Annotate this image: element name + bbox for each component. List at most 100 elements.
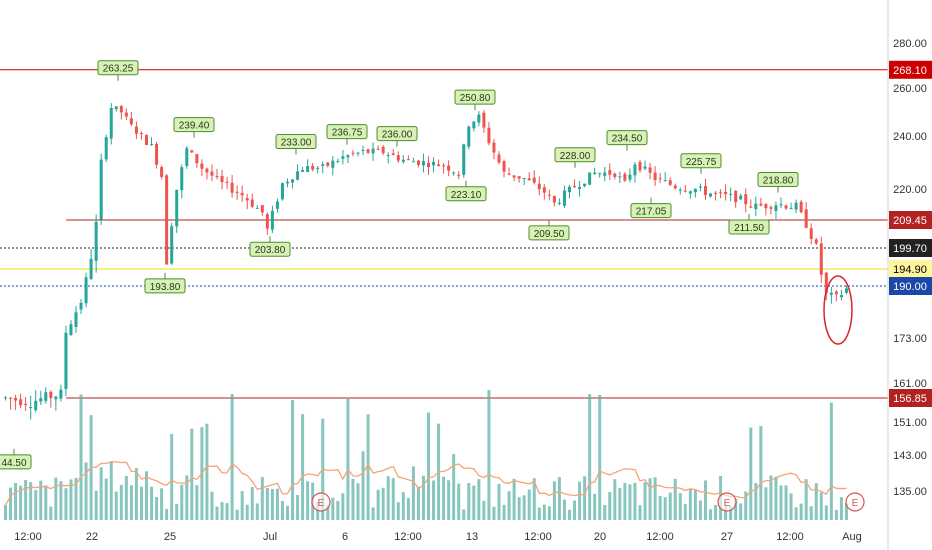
price-tag (889, 389, 932, 407)
annotation-box (249, 241, 291, 257)
annotation-box (680, 153, 722, 169)
volume-bar (809, 506, 813, 520)
volume-bar (457, 483, 461, 520)
volume-bar (326, 505, 330, 520)
candle-body (89, 258, 93, 279)
volume-bar (94, 490, 98, 520)
volume-bar (124, 475, 128, 520)
price-tag (889, 260, 932, 278)
time-tick-label: Aug (842, 531, 862, 543)
candle-body (457, 174, 461, 176)
candle-body (265, 214, 269, 229)
candle-body (180, 167, 184, 191)
volume-bar (442, 476, 446, 520)
volume-bar (477, 479, 481, 520)
candle-body (356, 152, 360, 154)
price-tick-label: 143.00 (893, 450, 927, 462)
time-axis[interactable]: 12:00 22 25 Jul 6 12:00 13 12:00 20 12:00 27 12:00 A… (14, 531, 862, 543)
candle-body (306, 165, 310, 172)
price-tick-label: 151.00 (893, 417, 927, 429)
volume-bar (467, 483, 471, 520)
candle-body (19, 399, 23, 406)
time-tick-label: Jul (263, 531, 277, 543)
candle-body (789, 207, 793, 210)
volume-bar (527, 489, 531, 520)
volume-bar (668, 492, 672, 520)
volume-bar (739, 503, 743, 520)
volume-bar (693, 489, 697, 520)
volume-bar (54, 477, 58, 520)
volume-bar (593, 493, 597, 520)
volume-bar (709, 509, 712, 520)
price-tick-label: 280.00 (893, 38, 927, 50)
annotation-label: 211.50 (734, 223, 764, 234)
candle-body (759, 203, 763, 206)
volume-bar (492, 506, 496, 520)
price-tick-label: 240.00 (893, 131, 927, 143)
volume-bar (779, 485, 783, 520)
annotation-box (0, 454, 32, 470)
candle-body (668, 180, 672, 185)
candle-body (537, 183, 541, 190)
volume-bar (643, 482, 647, 520)
candle-body (129, 118, 133, 125)
annotation-label: 233.00 (281, 138, 312, 149)
earnings-marker[interactable] (845, 492, 865, 512)
candle-body (134, 126, 138, 134)
time-tick-label: 6 (342, 531, 348, 543)
volume-bar (482, 500, 486, 520)
price-axis[interactable]: 280.00 260.00 240.00 220.00 173.00 161.00 151.… (893, 38, 927, 498)
candle-body (527, 178, 531, 181)
volume-bar (547, 506, 551, 520)
candle-body (507, 173, 511, 175)
candle-body (477, 114, 481, 123)
volume-bar (59, 481, 63, 520)
candle-body (225, 181, 229, 183)
candle-body (839, 295, 843, 298)
candle-body (487, 127, 491, 144)
earnings-marker[interactable] (311, 492, 331, 512)
volume-bar (225, 503, 229, 520)
volume-bar (29, 482, 33, 520)
candle-body (84, 277, 88, 304)
volume-bar (255, 503, 259, 520)
candle-body (270, 210, 274, 230)
candle-body (744, 194, 748, 205)
candle-body (678, 189, 682, 191)
candle-body (39, 398, 43, 402)
volume-bar (552, 481, 556, 520)
candle-body (608, 170, 612, 175)
volume-bar (99, 467, 103, 520)
volume-bar (502, 504, 506, 520)
candle-body (824, 272, 828, 294)
candle-body (583, 183, 587, 187)
volume-bar (139, 486, 143, 520)
volume-bar (240, 491, 244, 520)
candle-body (729, 193, 733, 195)
volume-bar (673, 478, 677, 520)
volume-moving-average (4, 460, 847, 506)
price-tag-label: 194.90 (893, 264, 927, 276)
candle-body (321, 164, 325, 166)
candle-body (416, 160, 420, 166)
earnings-marker[interactable] (717, 492, 737, 512)
candle-body (497, 154, 501, 163)
candle-body (799, 201, 803, 213)
volume-bar (568, 509, 571, 520)
volume-bar (578, 481, 582, 520)
volume-bar (814, 483, 818, 520)
candle-body (44, 392, 48, 401)
volume-bar (134, 468, 138, 520)
annotation-box (275, 134, 317, 150)
candle-body (709, 193, 712, 197)
volume-bar (346, 398, 350, 520)
volume-bar (270, 488, 274, 520)
candle-body (175, 189, 179, 227)
candle-body (139, 132, 143, 134)
volume-bar (9, 487, 13, 520)
candle-body (517, 176, 521, 179)
volume-bar (472, 485, 476, 520)
volume-bar (557, 477, 561, 520)
candle-body (588, 172, 592, 185)
